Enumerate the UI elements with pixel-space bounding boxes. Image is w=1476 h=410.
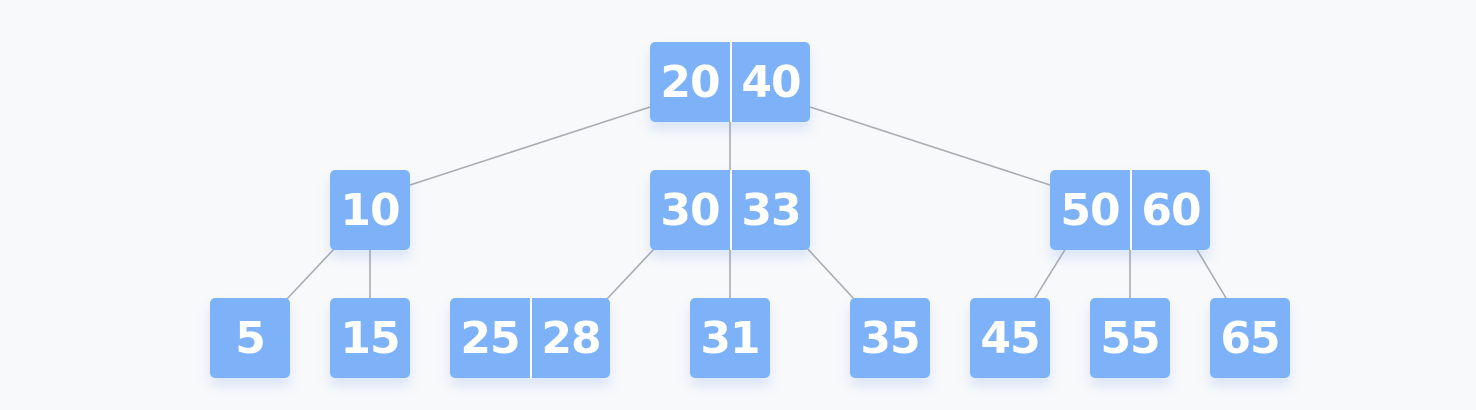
tree-node-45: 45 xyxy=(970,298,1050,378)
node-key: 60 xyxy=(1130,170,1210,250)
tree-node-50-60: 50 60 xyxy=(1050,170,1210,250)
node-key: 15 xyxy=(330,298,410,378)
tree-node-65: 65 xyxy=(1210,298,1290,378)
node-key: 40 xyxy=(730,42,810,122)
node-key: 31 xyxy=(690,298,770,378)
tree-node-5: 5 xyxy=(210,298,290,378)
tree-edge xyxy=(809,106,1051,186)
node-key: 5 xyxy=(210,298,290,378)
tree-edge xyxy=(605,247,656,301)
tree-node-35: 35 xyxy=(850,298,930,378)
node-key: 50 xyxy=(1050,170,1130,250)
node-key: 33 xyxy=(730,170,810,250)
node-key: 10 xyxy=(330,170,410,250)
tree-edge xyxy=(1034,247,1067,299)
node-key: 30 xyxy=(650,170,730,250)
tree-node-20-40: 20 40 xyxy=(650,42,810,122)
tree-edge xyxy=(285,247,336,301)
tree-node-25-28: 25 28 xyxy=(450,298,610,378)
tree-node-10: 10 xyxy=(330,170,410,250)
node-key: 35 xyxy=(850,298,930,378)
node-key: 20 xyxy=(650,42,730,122)
node-key: 65 xyxy=(1210,298,1290,378)
tree-edge xyxy=(409,106,651,186)
tree-edge xyxy=(1195,247,1227,299)
tree-node-55: 55 xyxy=(1090,298,1170,378)
node-key: 45 xyxy=(970,298,1050,378)
tree-node-31: 31 xyxy=(690,298,770,378)
node-key: 55 xyxy=(1090,298,1170,378)
tree-node-30-33: 30 33 xyxy=(650,170,810,250)
node-key: 28 xyxy=(530,298,610,378)
tree-node-15: 15 xyxy=(330,298,410,378)
node-key: 25 xyxy=(450,298,530,378)
tree-edge xyxy=(804,245,856,301)
